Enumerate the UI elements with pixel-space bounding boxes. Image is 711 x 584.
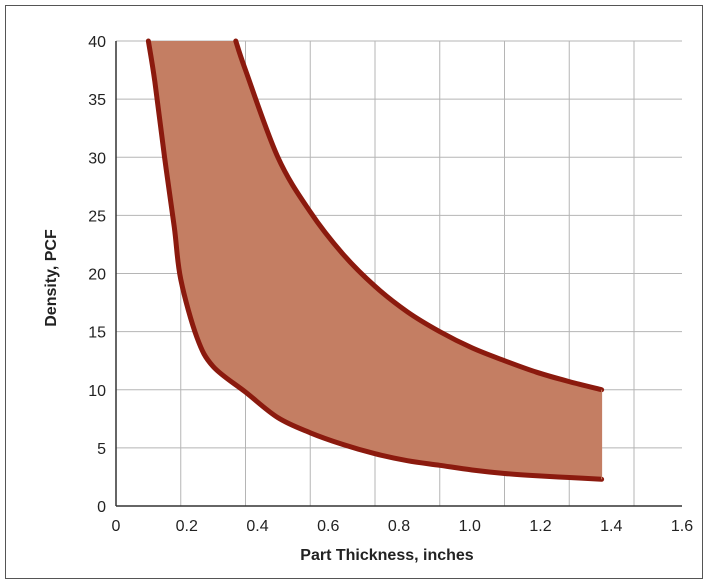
y-axis-title: Density, PCF xyxy=(43,229,60,327)
x-tick-label: 1.2 xyxy=(529,518,551,535)
y-tick-label: 25 xyxy=(88,208,106,225)
x-axis-ticks: 0 0.2 0.4 0.6 0.8 1.0 1.2 1.4 1.6 xyxy=(112,518,694,535)
density-band-area xyxy=(148,41,602,480)
y-tick-label: 0 xyxy=(97,499,106,516)
x-axis-title: Part Thickness, inches xyxy=(300,547,474,564)
x-tick-label: 0.4 xyxy=(246,518,268,535)
x-tick-label: 0.2 xyxy=(176,518,198,535)
y-tick-label: 20 xyxy=(88,267,106,284)
x-tick-label: 1.4 xyxy=(600,518,622,535)
x-tick-label: 0.6 xyxy=(317,518,339,535)
x-tick-label: 1.0 xyxy=(459,518,481,535)
x-tick-label: 0.8 xyxy=(388,518,410,535)
y-tick-label: 40 xyxy=(88,34,106,51)
lower-boundary-line xyxy=(145,38,605,482)
x-tick-label: 0 xyxy=(112,518,121,535)
upper-boundary-line xyxy=(233,38,605,393)
y-tick-label: 30 xyxy=(88,150,106,167)
y-axis-ticks: 0 5 10 15 20 25 30 35 40 xyxy=(88,34,106,516)
y-tick-label: 10 xyxy=(88,383,106,400)
y-tick-label: 35 xyxy=(88,92,106,109)
x-tick-label: 1.6 xyxy=(671,518,693,535)
y-tick-label: 5 xyxy=(97,441,106,458)
y-tick-label: 15 xyxy=(88,325,106,342)
